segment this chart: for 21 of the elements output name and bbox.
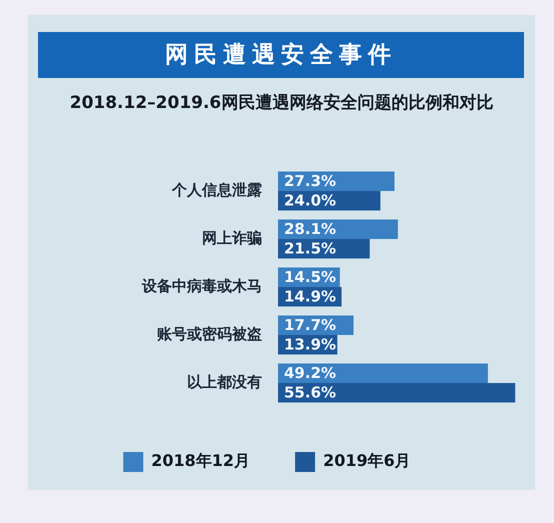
data-label: 14.9% <box>284 288 336 306</box>
data-label: 28.1% <box>284 220 336 238</box>
data-label: 14.5% <box>284 268 336 286</box>
data-label: 13.9% <box>284 336 336 354</box>
bar <box>278 364 488 383</box>
data-label: 21.5% <box>284 240 336 258</box>
y-tick-label: 个人信息泄露 <box>171 180 262 199</box>
data-label: 17.7% <box>284 316 336 334</box>
y-tick-label: 网上诈骗 <box>202 228 262 247</box>
y-tick-label: 账号或密码被盗 <box>156 324 262 343</box>
data-label: 24.0% <box>284 192 336 210</box>
chart-subtitle: 2018.12–2019.6网民遭遇网络安全问题的比例和对比 <box>70 93 494 113</box>
y-tick-label: 设备中病毒或木马 <box>141 276 262 295</box>
bar <box>278 383 516 402</box>
data-label: 49.2% <box>284 364 336 382</box>
data-label: 55.6% <box>284 384 336 402</box>
data-label: 27.3% <box>284 172 336 190</box>
legend-label: 2018年12月 <box>151 451 250 470</box>
chart-title: 网民遭遇安全事件 <box>165 42 397 68</box>
legend-label: 2019年6月 <box>323 451 411 470</box>
y-tick-label: 以上都没有 <box>187 372 262 391</box>
